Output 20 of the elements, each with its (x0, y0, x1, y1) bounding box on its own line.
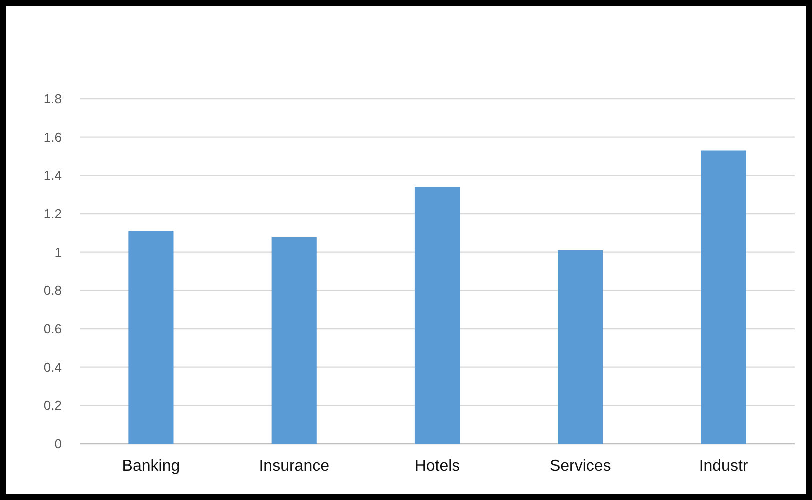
y-tick-label: 0.6 (44, 322, 62, 337)
y-tick-label: 0.8 (44, 283, 62, 298)
y-tick-label: 0.4 (44, 360, 62, 375)
y-tick-label: 1 (54, 244, 62, 260)
x-tick-label: Services (550, 458, 612, 475)
bar (272, 237, 317, 444)
bar (701, 150, 746, 444)
x-tick-label: Insurance (259, 458, 330, 475)
y-tick-label: 1.6 (44, 130, 62, 145)
bar (128, 231, 174, 444)
y-tick-label: 1.8 (44, 92, 62, 107)
x-tick-label: Industr (699, 458, 749, 475)
y-tick-label: 0 (54, 436, 62, 452)
y-tick-label: 1.2 (44, 206, 62, 222)
x-tick-label: Banking (122, 458, 180, 475)
bar (558, 250, 604, 444)
x-tick-label: Hotels (414, 458, 460, 475)
y-tick-label: 0.2 (44, 398, 62, 414)
bar (414, 187, 460, 444)
y-tick-label: 1.4 (44, 168, 62, 184)
